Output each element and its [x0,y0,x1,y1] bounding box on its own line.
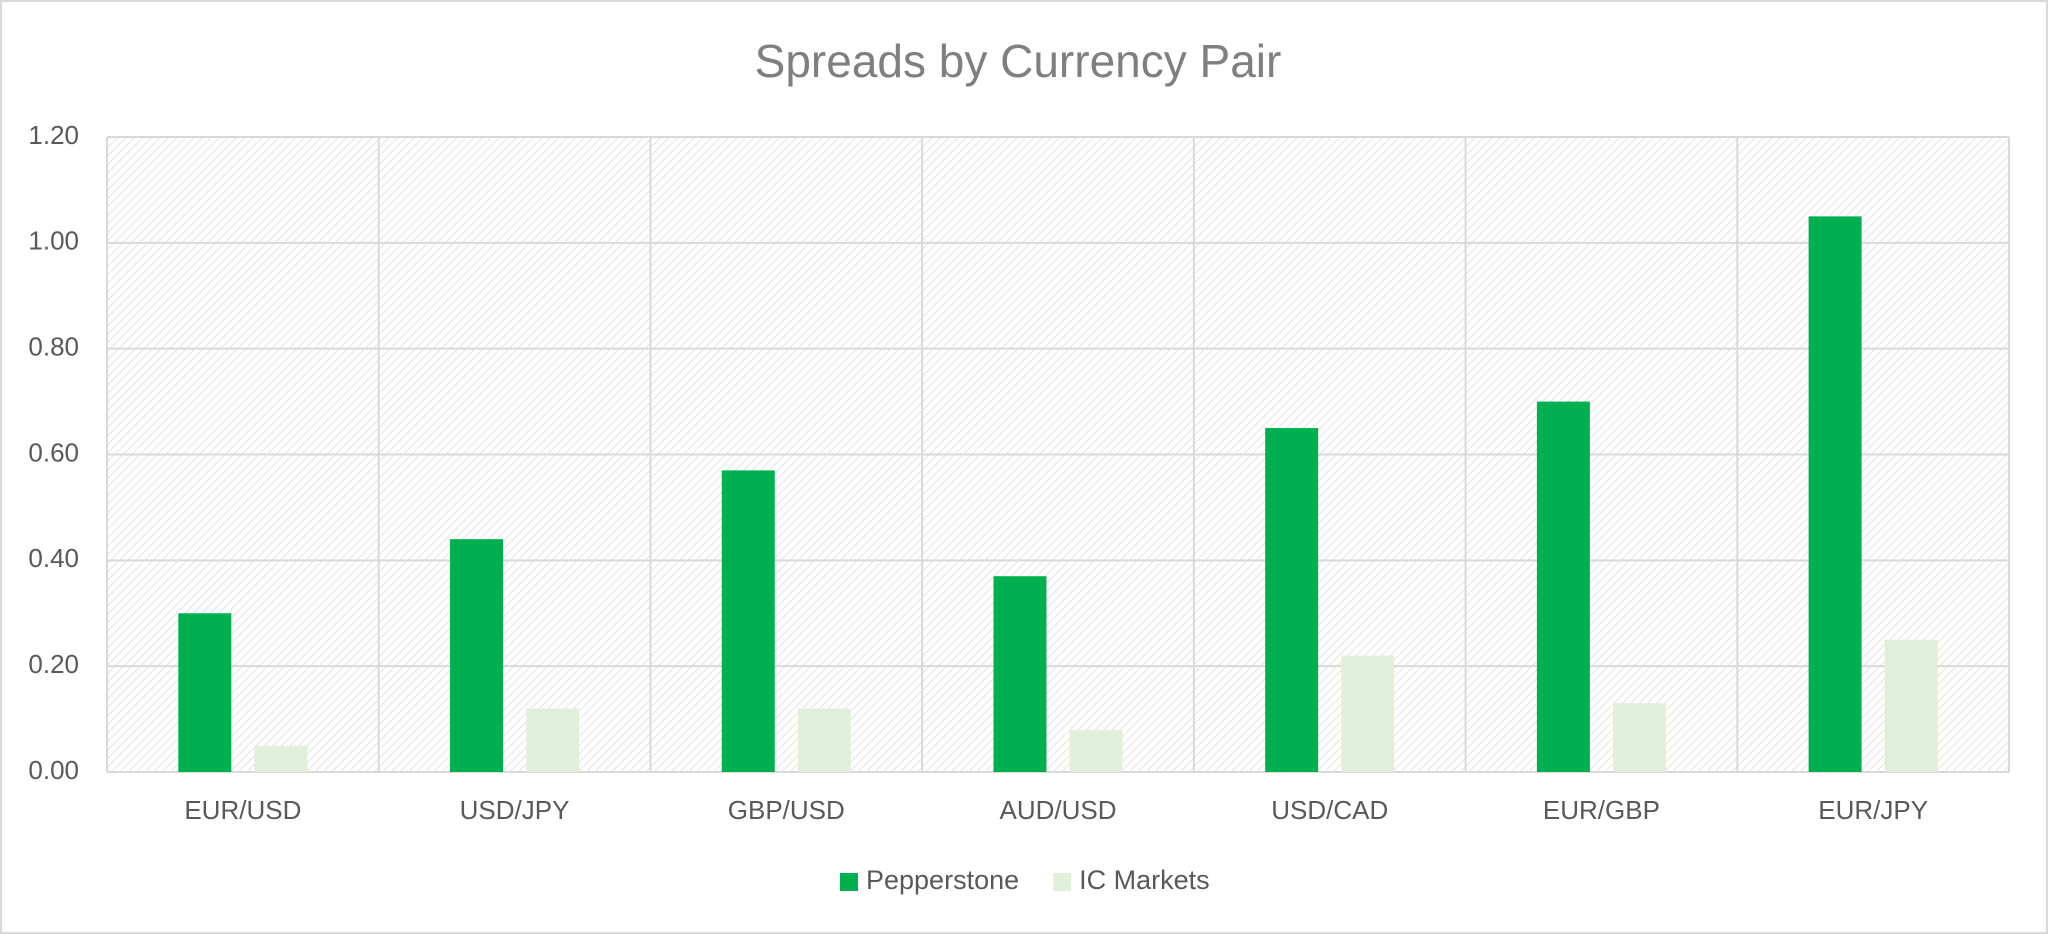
bar [1612,703,1666,772]
chart-title: Spreads by Currency Pair [755,35,1282,87]
x-tick-label: AUD/USD [999,795,1116,825]
bar [1265,428,1319,772]
y-tick-label: 0.00 [28,755,79,785]
bar [1884,639,1938,772]
x-tick-label: EUR/GBP [1543,795,1660,825]
bar [526,708,580,772]
bar [178,613,232,772]
bar [993,576,1047,772]
legend-label: IC Markets [1079,865,1210,895]
x-tick-label: USD/JPY [460,795,570,825]
legend-swatch [1053,873,1072,891]
x-tick-label: EUR/JPY [1818,795,1928,825]
y-tick-label: 1.20 [28,120,79,150]
y-tick-label: 0.80 [28,332,79,362]
bar [1808,216,1862,772]
x-tick-label: GBP/USD [728,795,845,825]
y-tick-label: 0.60 [28,437,79,467]
x-tick-label: USD/CAD [1271,795,1388,825]
legend-swatch [840,873,858,891]
y-tick-label: 1.00 [28,226,79,256]
bar [797,708,851,772]
bar [1341,655,1395,772]
x-tick-label: EUR/USD [184,795,301,825]
legend-label: Pepperstone [866,865,1019,895]
bar [721,470,775,772]
bar [1069,729,1123,772]
bar [254,745,308,772]
bar [450,539,504,772]
y-tick-label: 0.40 [28,543,79,573]
bar [1536,401,1590,772]
y-tick-label: 0.20 [28,649,79,679]
